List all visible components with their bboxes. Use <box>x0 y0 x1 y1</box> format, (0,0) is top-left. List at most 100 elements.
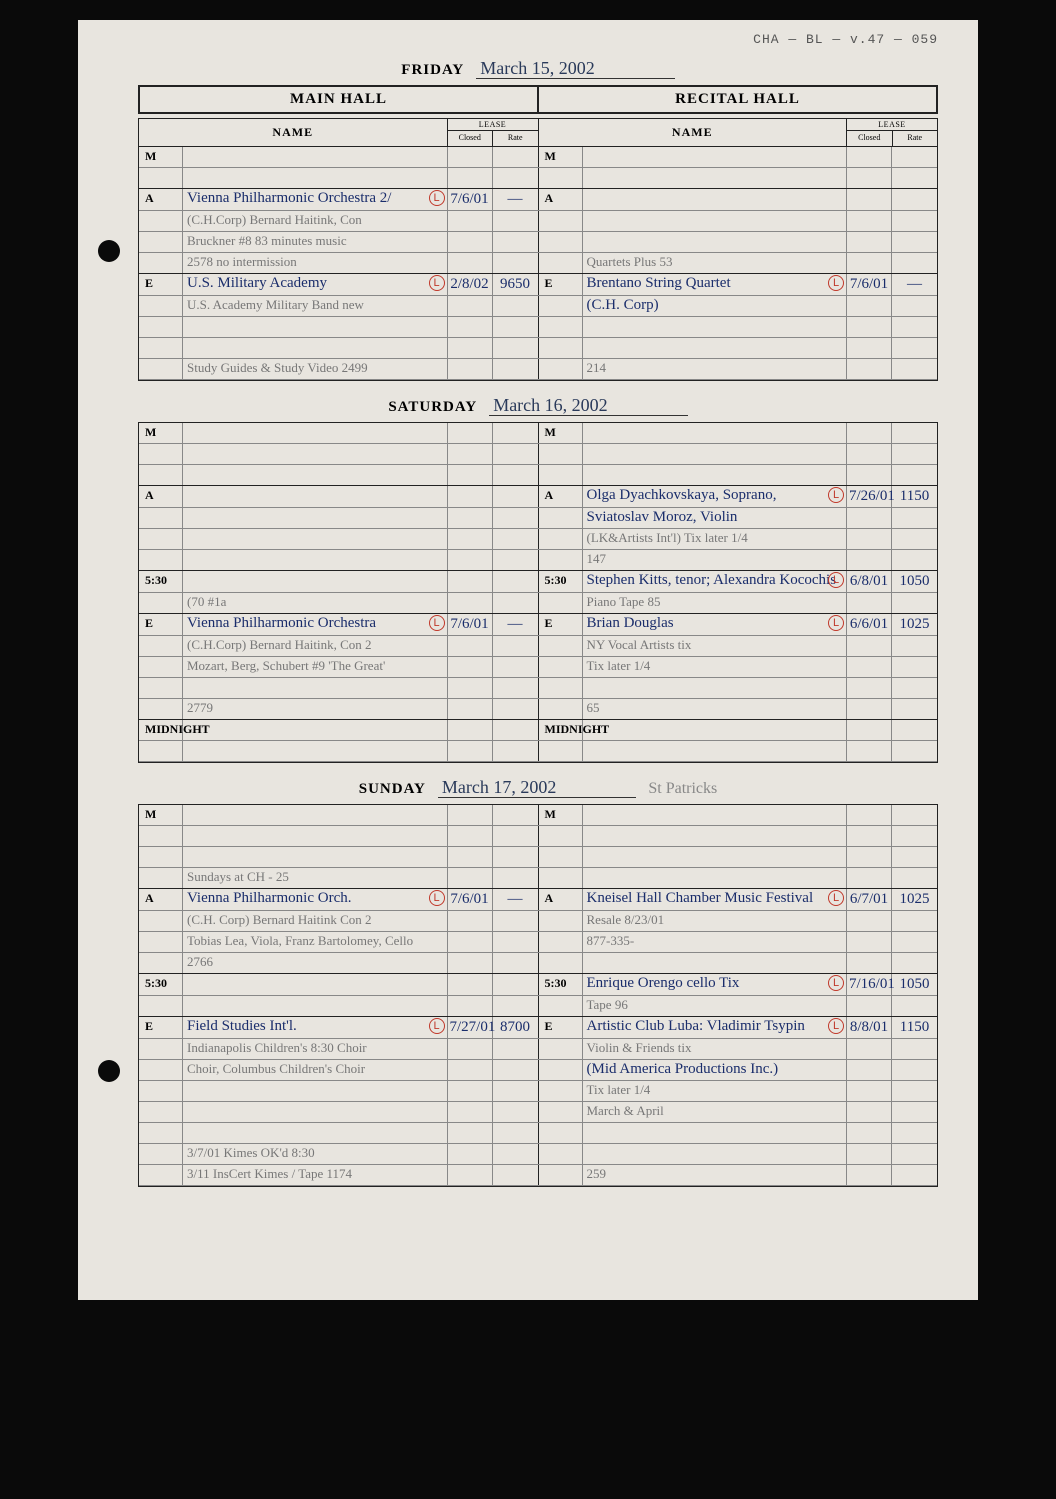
column-name-header: NAME <box>139 119 448 146</box>
lease-closed-date: 7/27/01 <box>448 1017 493 1038</box>
ledger-row: 5:30 5:30 Stephen Kitts, tenor; Alexandr… <box>139 571 937 593</box>
time-slot-label: M <box>139 805 183 825</box>
time-slot-label <box>139 465 183 485</box>
lease-closed-date <box>448 868 493 888</box>
lease-closed-date <box>847 359 892 379</box>
time-slot-label <box>539 741 583 761</box>
lease-closed-date <box>847 678 892 698</box>
time-slot-label <box>539 868 583 888</box>
time-slot-label <box>539 593 583 613</box>
lease-closed-date <box>448 974 493 995</box>
lease-rate <box>892 253 937 273</box>
ledger-row: Choir, Columbus Children's Choir (Mid Am… <box>139 1060 937 1081</box>
lease-closed-date <box>448 911 493 931</box>
lease-closed-date <box>847 1165 892 1185</box>
entry-name: Vienna Philharmonic Orch.L <box>183 889 448 910</box>
day-label: SATURDAY <box>388 399 477 415</box>
lease-rate <box>892 1123 937 1143</box>
lease-rate <box>892 465 937 485</box>
entry-name: U.S. Military AcademyL <box>183 274 448 295</box>
time-slot-label <box>139 359 183 379</box>
day-block: NAME LEASE Closed Rate NAME LEASE Closed… <box>138 118 938 381</box>
entry-name: 3/7/01 Kimes OK'd 8:30 <box>183 1144 448 1164</box>
entry-name <box>183 847 448 867</box>
time-slot-label: A <box>539 189 583 210</box>
ledger-row: A A Olga Dyachkovskaya, Soprano,L 7/26/0… <box>139 486 937 508</box>
ledger-row: (C.H. Corp) Bernard Haitink Con 2 Resale… <box>139 911 937 932</box>
lease-closed-date <box>847 1102 892 1122</box>
time-slot-label <box>539 932 583 952</box>
time-slot-label: 5:30 <box>539 974 583 995</box>
time-slot-label <box>139 1060 183 1080</box>
entry-name: Sundays at CH - 25 <box>183 868 448 888</box>
time-slot-label <box>539 465 583 485</box>
lease-rate <box>493 359 538 379</box>
lease-closed-date: 7/6/01 <box>448 614 493 635</box>
day-note: St Patricks <box>648 780 717 797</box>
lease-mark: L <box>828 487 844 503</box>
ledger-row: (C.H.Corp) Bernard Haitink, Con 2 NY Voc… <box>139 636 937 657</box>
ledger-row <box>139 847 937 868</box>
entry-name: 214 <box>583 359 848 379</box>
time-slot-label <box>539 529 583 549</box>
entry-name: Tix later 1/4 <box>583 1081 848 1101</box>
ledger-row: Mozart, Berg, Schubert #9 'The Great' Ti… <box>139 657 937 678</box>
entry-name: (C.H.Corp) Bernard Haitink, Con 2 <box>183 636 448 656</box>
lease-rate <box>493 529 538 549</box>
ledger-row: 3/11 InsCert Kimes / Tape 1174 259 <box>139 1165 937 1186</box>
ledger-row: Tobias Lea, Viola, Franz Bartolomey, Cel… <box>139 932 937 953</box>
entry-name <box>183 529 448 549</box>
entry-name <box>583 444 848 464</box>
lease-rate <box>493 1123 538 1143</box>
lease-closed-date: 7/16/01 <box>847 974 892 995</box>
entry-name <box>183 826 448 846</box>
lease-closed-date <box>448 338 493 358</box>
lease-closed-date <box>448 593 493 613</box>
time-slot-label <box>139 678 183 698</box>
lease-rate <box>493 932 538 952</box>
lease-rate <box>892 508 937 528</box>
time-slot-label: E <box>539 614 583 635</box>
entry-name: Indianapolis Children's 8:30 Choir <box>183 1039 448 1059</box>
lease-closed-date <box>448 953 493 973</box>
entry-name: (Mid America Productions Inc.) <box>583 1060 848 1080</box>
time-slot-label <box>539 826 583 846</box>
time-slot-label: 5:30 <box>139 571 183 592</box>
entry-name: Vienna Philharmonic OrchestraL <box>183 614 448 635</box>
lease-rate <box>892 911 937 931</box>
entry-name <box>583 211 848 231</box>
lease-closed-date <box>448 529 493 549</box>
time-slot-label <box>139 338 183 358</box>
lease-mark: L <box>429 275 445 291</box>
entry-name <box>183 720 448 740</box>
entry-name <box>583 868 848 888</box>
lease-closed-date <box>847 444 892 464</box>
lease-rate <box>493 1060 538 1080</box>
lease-closed-date <box>847 911 892 931</box>
recital-hall-label: RECITAL HALL <box>539 87 936 112</box>
entry-name: Tix later 1/4 <box>583 657 848 677</box>
lease-mark: L <box>828 975 844 991</box>
time-slot-label <box>139 444 183 464</box>
lease-rate <box>493 953 538 973</box>
entry-name <box>583 741 848 761</box>
lease-rate <box>892 444 937 464</box>
time-slot-label <box>139 636 183 656</box>
entry-name <box>183 423 448 443</box>
time-slot-label <box>539 168 583 188</box>
lease-rate <box>892 868 937 888</box>
lease-closed-date <box>847 636 892 656</box>
lease-rate <box>892 168 937 188</box>
lease-rate <box>892 189 937 210</box>
lease-rate <box>892 317 937 337</box>
lease-rate: 8700 <box>493 1017 538 1038</box>
time-slot-label <box>139 1144 183 1164</box>
entry-name <box>183 741 448 761</box>
lease-rate: 1150 <box>892 1017 937 1038</box>
lease-closed-date <box>847 826 892 846</box>
ledger-row: E Vienna Philharmonic OrchestraL 7/6/01 … <box>139 614 937 636</box>
time-slot-label <box>139 911 183 931</box>
lease-closed-date <box>448 232 493 252</box>
lease-closed-date <box>847 805 892 825</box>
lease-closed-date <box>448 805 493 825</box>
